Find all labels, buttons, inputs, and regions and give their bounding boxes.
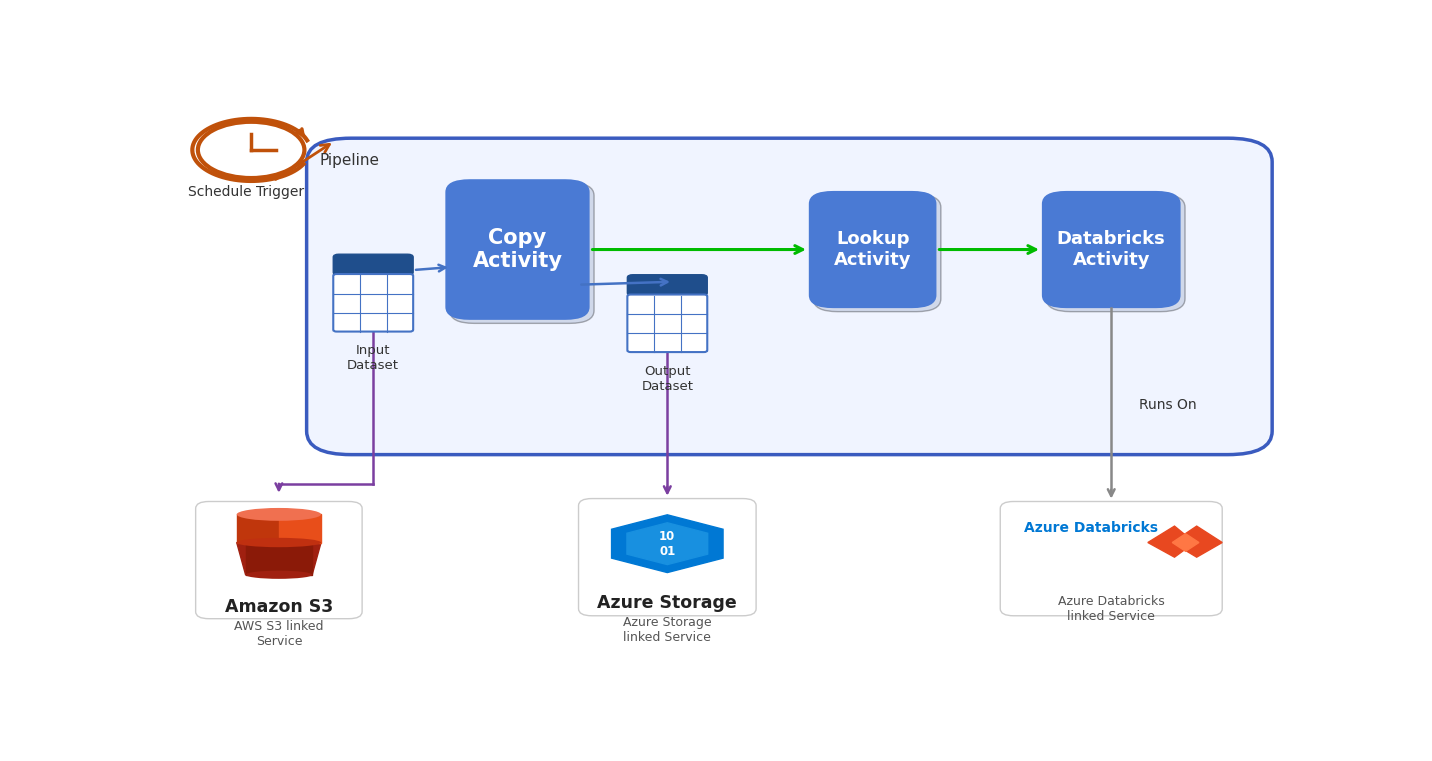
Polygon shape	[627, 523, 707, 565]
Text: Databricks
Activity: Databricks Activity	[1057, 230, 1166, 269]
Ellipse shape	[246, 571, 312, 579]
Polygon shape	[1148, 526, 1194, 557]
FancyBboxPatch shape	[1000, 501, 1223, 616]
Ellipse shape	[236, 538, 321, 547]
Text: Azure Databricks
linked Service: Azure Databricks linked Service	[1058, 595, 1164, 623]
Text: Amazon S3: Amazon S3	[225, 598, 334, 616]
Text: Input
Dataset: Input Dataset	[347, 345, 400, 372]
FancyBboxPatch shape	[1042, 191, 1180, 308]
FancyBboxPatch shape	[196, 501, 362, 619]
FancyBboxPatch shape	[813, 195, 941, 312]
FancyBboxPatch shape	[809, 191, 937, 308]
FancyBboxPatch shape	[627, 275, 707, 296]
Text: Output
Dataset: Output Dataset	[642, 365, 693, 393]
Text: Lookup
Activity: Lookup Activity	[833, 230, 911, 269]
FancyBboxPatch shape	[334, 254, 414, 275]
FancyBboxPatch shape	[306, 139, 1272, 454]
FancyBboxPatch shape	[450, 183, 594, 323]
Text: 10
01: 10 01	[659, 530, 676, 558]
Text: Azure Storage: Azure Storage	[597, 594, 737, 612]
Polygon shape	[1173, 533, 1199, 551]
Text: AWS S3 linked
Service: AWS S3 linked Service	[235, 620, 324, 648]
Polygon shape	[611, 514, 723, 572]
Text: Runs On: Runs On	[1138, 398, 1197, 412]
Polygon shape	[236, 514, 279, 543]
FancyBboxPatch shape	[1047, 195, 1186, 312]
Text: Pipeline: Pipeline	[319, 153, 379, 168]
Text: Copy
Activity: Copy Activity	[473, 228, 563, 271]
Polygon shape	[1173, 526, 1223, 557]
FancyBboxPatch shape	[579, 498, 756, 616]
Text: Azure Storage
linked Service: Azure Storage linked Service	[623, 616, 712, 644]
Circle shape	[198, 122, 305, 178]
FancyBboxPatch shape	[627, 295, 707, 352]
Polygon shape	[236, 543, 321, 575]
Text: Schedule Trigger: Schedule Trigger	[188, 185, 304, 199]
FancyBboxPatch shape	[445, 180, 590, 320]
Polygon shape	[246, 543, 312, 575]
Polygon shape	[279, 514, 321, 543]
Ellipse shape	[236, 508, 321, 521]
FancyBboxPatch shape	[334, 274, 414, 332]
Text: Azure Databricks: Azure Databricks	[1024, 521, 1158, 535]
